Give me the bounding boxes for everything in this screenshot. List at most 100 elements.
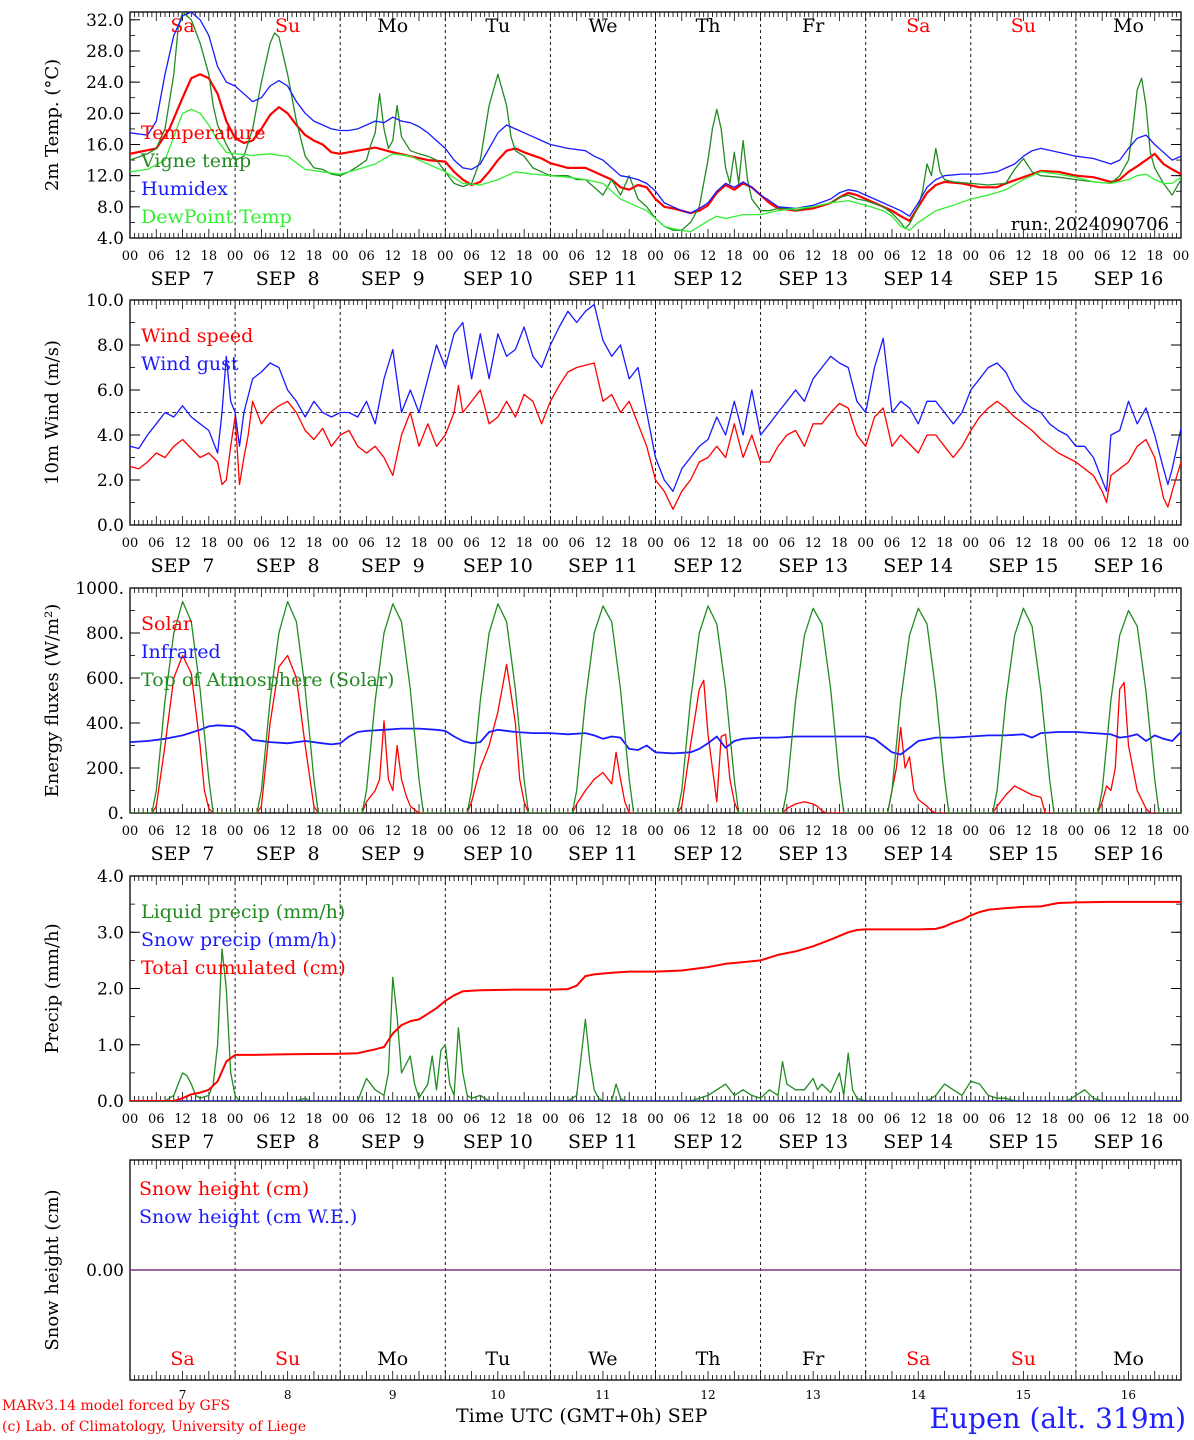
series-wind-speed [130,362,1181,510]
weekday-label: Sa [170,1348,194,1370]
hour-label: 00 [647,824,664,839]
hour-label: 12 [805,824,822,839]
hour-label: 18 [306,824,323,839]
hour-label: 18 [726,536,743,551]
hour-label: 00 [437,536,454,551]
hour-label: 00 [227,536,244,551]
weekday-label: We [588,1348,617,1370]
date-label: SEP 7 [151,555,215,577]
hour-label: 12 [700,536,717,551]
hour-label: 06 [779,824,796,839]
weekday-label: Su [1011,15,1036,37]
hour-label: 06 [568,536,585,551]
hour-label: 06 [358,536,375,551]
weekday-label: Fr [802,1348,825,1370]
date-label: SEP 13 [778,268,848,290]
date-label: SEP 16 [1094,843,1164,865]
date-label: SEP 9 [361,843,425,865]
hour-label: 00 [1173,249,1190,264]
day-number: 12 [700,1388,715,1402]
hour-label: 12 [174,824,191,839]
panel-4: 0.0 1.0 2.0 3.0 4.0 Precip (mm/h) 00 06 12 18 00 06… [42,867,1189,1153]
hour-label: 00 [1068,536,1085,551]
hour-label: 12 [174,249,191,264]
hour-label: 06 [253,824,270,839]
hour-label: 18 [201,1112,218,1127]
legend-entry: Infrared [141,641,221,663]
model-credit: MARv3.14 model forced by GFS [2,1398,231,1414]
weekday-label: Tu [485,15,510,37]
hour-label: 18 [1041,1112,1058,1127]
hour-label: 06 [884,824,901,839]
panel-5: 0.00 Snow height (cm) Sa Su Mo Tu We Th Fr Sa Su Mo… [42,1159,1182,1402]
hour-label: 00 [332,536,349,551]
hour-label: 18 [306,536,323,551]
y-tick-label: 600. [86,669,124,689]
lab-credit: (c) Lab. of Climatology, University of L… [2,1419,307,1435]
hour-label: 18 [411,249,428,264]
y-tick-label: 1000. [75,579,124,599]
hour-label: 12 [279,824,296,839]
hour-label: 06 [1094,249,1111,264]
y-tick-label: 10.0 [86,291,124,311]
hour-label: 06 [779,536,796,551]
y-axis-title: Energy fluxes (W/m²) [42,604,63,798]
date-label: SEP 10 [463,555,533,577]
hour-label: 18 [1146,249,1163,264]
y-tick-label: 16.0 [86,135,124,155]
date-label: SEP 13 [778,555,848,577]
hour-label: 12 [805,1112,822,1127]
hour-label: 00 [542,824,559,839]
weekday-label: Su [275,15,300,37]
day-number: 7 [179,1388,187,1402]
hour-label: 00 [542,1112,559,1127]
weekday-label: Tu [485,1348,510,1370]
hour-label: 06 [674,1112,691,1127]
hour-label: 00 [437,249,454,264]
hour-label: 06 [463,1112,480,1127]
hour-label: 12 [490,824,507,839]
hour-label: 00 [647,1112,664,1127]
hour-label: 06 [253,249,270,264]
date-label: SEP 15 [988,555,1058,577]
weekday-label: Fr [802,15,825,37]
panel-2: 0.0 2.0 4.0 6.0 8.0 10.0 10m Wind (m/s) 00 06 12 1… [42,291,1189,577]
hour-label: 18 [1146,1112,1163,1127]
hour-label: 00 [1068,824,1085,839]
y-tick-label: 32.0 [86,11,124,31]
hour-label: 00 [963,824,980,839]
date-label: SEP 12 [673,843,743,865]
hour-label: 12 [910,824,927,839]
y-tick-label: 0. [108,804,124,824]
y-tick-label: 2.0 [97,471,124,491]
hour-label: 12 [384,1112,401,1127]
weekday-label: Mo [377,1348,408,1370]
hour-label: 00 [227,249,244,264]
hour-label: 06 [568,249,585,264]
hour-label: 06 [148,536,165,551]
hour-label: 12 [174,536,191,551]
date-label: SEP 11 [568,843,638,865]
panel-1: 4.0 8.0 12.0 16.0 20.0 24.0 28.0 32.0 2m Temp. (… [42,11,1189,290]
hour-label: 00 [1173,1112,1190,1127]
date-label: SEP 15 [988,1131,1058,1153]
y-tick-label: 4.0 [97,229,124,249]
hour-label: 00 [963,536,980,551]
y-tick-label: 0.00 [86,1261,124,1281]
y-tick-label: 8.0 [97,336,124,356]
hour-label: 06 [779,1112,796,1127]
legend-entry: Liquid precip (mm/h) [141,901,345,923]
day-number: 13 [806,1388,821,1402]
weekday-label: Mo [1113,15,1144,37]
y-axis-title: 10m Wind (m/s) [42,340,63,485]
hour-label: 12 [384,536,401,551]
date-label: SEP 9 [361,555,425,577]
hour-label: 00 [1173,536,1190,551]
day-number: 10 [490,1388,505,1402]
y-tick-label: 0.0 [97,1092,124,1112]
hour-label: 12 [1120,1112,1137,1127]
hour-label: 06 [253,536,270,551]
hour-label: 06 [674,824,691,839]
weekday-label: We [588,15,617,37]
date-label: SEP 14 [883,268,953,290]
